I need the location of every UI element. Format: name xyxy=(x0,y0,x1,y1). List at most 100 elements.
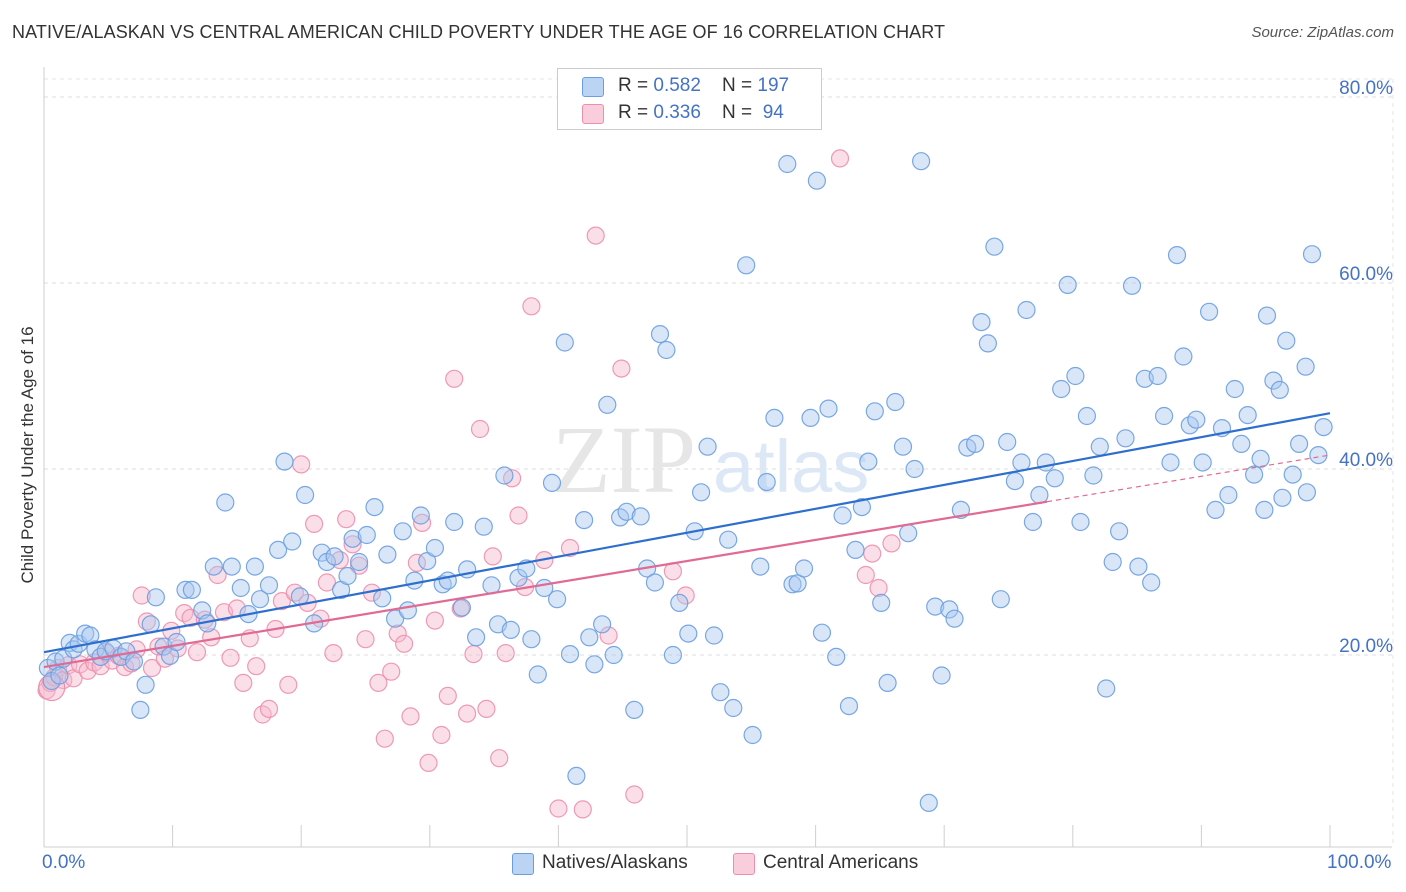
natives-alaskans-point xyxy=(452,598,471,617)
legend-r-label: R = xyxy=(618,75,654,96)
central-americans-point xyxy=(445,369,464,388)
legend-stats-natives: R = 0.582 N = 197 xyxy=(618,75,789,97)
natives-alaskans-point xyxy=(657,340,676,360)
natives-alaskans-point xyxy=(807,171,827,190)
natives-alaskans-point xyxy=(528,665,547,684)
natives-alaskans-point xyxy=(1103,552,1122,572)
natives-alaskans-point xyxy=(932,666,951,685)
natives-alaskans-point xyxy=(926,597,945,616)
natives-alaskans-point xyxy=(1129,557,1148,576)
central-americans-point xyxy=(599,626,618,645)
natives-alaskans-point xyxy=(1225,379,1244,399)
natives-alaskans-point xyxy=(398,601,417,620)
central-americans-point xyxy=(388,624,407,643)
natives-alaskans-point xyxy=(555,333,574,352)
natives-alaskans-point xyxy=(445,512,464,532)
natives-alaskans-point xyxy=(743,725,762,745)
bottom-legend-label-central: Central Americans xyxy=(763,852,919,873)
central-americans-point xyxy=(458,704,477,723)
natives-alaskans-point xyxy=(1244,465,1264,484)
natives-alaskans-point xyxy=(350,552,369,572)
natives-alaskans-point xyxy=(846,540,865,560)
natives-alaskans-point xyxy=(945,609,964,628)
y-tick-label: 40.0% xyxy=(1339,450,1393,471)
natives-alaskans-point xyxy=(737,256,756,275)
natives-alaskans-point xyxy=(1052,379,1071,399)
natives-alaskans-point xyxy=(911,152,931,171)
central-americans-point xyxy=(142,658,162,678)
natives-alaskans-point xyxy=(411,506,430,525)
natives-alaskans-point xyxy=(1090,437,1109,456)
watermark-atlas: atlas xyxy=(713,425,869,508)
natives-alaskans-point xyxy=(1066,366,1085,386)
natives-alaskans-point xyxy=(269,540,288,560)
watermark: ZIP atlas xyxy=(552,406,869,513)
natives-alaskans-point xyxy=(1122,276,1142,295)
natives-alaskans-point xyxy=(704,626,724,645)
central-americans-point xyxy=(221,648,240,667)
natives-alaskans-point xyxy=(338,566,357,586)
natives-alaskans-point xyxy=(176,580,195,600)
natives-alaskans-point xyxy=(852,498,872,517)
central-americans-point xyxy=(856,565,875,585)
natives-alaskans-point xyxy=(547,590,567,609)
natives-alaskans-point xyxy=(972,313,991,332)
natives-alaskans-point xyxy=(679,624,698,643)
natives-alaskans-point xyxy=(905,459,924,479)
natives-alaskans-point xyxy=(1219,485,1238,505)
natives-alaskans-point xyxy=(631,507,650,526)
legend-n-label: N = xyxy=(722,102,758,123)
natives-alaskans-point xyxy=(1277,331,1296,350)
central-americans-point xyxy=(612,359,631,378)
natives-alaskans-point xyxy=(231,578,250,598)
natives-alaskans-point xyxy=(1296,357,1315,376)
central-americans-point xyxy=(419,753,438,773)
chart-title: NATIVE/ALASKAN VS CENTRAL AMERICAN CHILD… xyxy=(12,22,946,42)
natives-alaskans-point xyxy=(833,506,852,525)
central-americans-point xyxy=(470,419,490,439)
natives-alaskans-point xyxy=(259,576,279,595)
natives-alaskans-point xyxy=(625,700,644,720)
natives-alaskans-point xyxy=(1297,483,1317,502)
natives-alaskans-point xyxy=(1232,434,1251,453)
natives-alaskans-point xyxy=(1097,679,1116,698)
natives-alaskans-point xyxy=(604,645,623,665)
natives-alaskans-point xyxy=(691,483,711,502)
central-americans-point xyxy=(317,573,336,592)
natives-alaskans-point xyxy=(1255,500,1274,519)
natives-alaskans-point xyxy=(650,325,670,344)
central-americans-point xyxy=(375,729,394,748)
central-americans-point xyxy=(464,644,483,664)
natives-alaskans-point xyxy=(965,434,985,453)
central-americans-point xyxy=(625,785,644,804)
natives-alaskans-point xyxy=(1148,366,1167,386)
natives-alaskans-point xyxy=(1302,245,1322,264)
natives-alaskans-point xyxy=(522,630,541,649)
natives-alaskans-point xyxy=(1045,469,1064,488)
natives-alaskans-point xyxy=(1309,446,1328,465)
axes xyxy=(43,67,1392,848)
natives-alaskans-point xyxy=(670,593,689,613)
natives-alaskans-point xyxy=(1199,302,1219,321)
natives-alaskans-point xyxy=(131,700,150,720)
central-americans-point xyxy=(234,673,253,693)
central-trend-line xyxy=(43,500,1048,669)
central-americans-point xyxy=(122,654,141,673)
natives-alaskans-point xyxy=(719,530,738,549)
natives-alaskans-point xyxy=(1270,380,1289,399)
natives-alaskans-point xyxy=(1017,300,1036,320)
natives-alaskans-point xyxy=(560,644,580,664)
natives-alaskans-point xyxy=(778,154,797,174)
central-americans-point xyxy=(337,510,356,529)
natives-alaskans-point xyxy=(222,557,241,576)
x-tick-max: 100.0% xyxy=(1327,852,1392,873)
natives-alaskans-point xyxy=(1161,453,1180,472)
central-americans-point xyxy=(549,799,568,818)
natives-alaskans-point xyxy=(751,557,770,576)
central-americans-point xyxy=(438,686,457,706)
natives-alaskans-point xyxy=(998,432,1017,452)
bottom-legend-swatch-central xyxy=(733,853,755,875)
natives-alaskans-point xyxy=(425,538,444,558)
natives-alaskans-point xyxy=(204,557,223,576)
